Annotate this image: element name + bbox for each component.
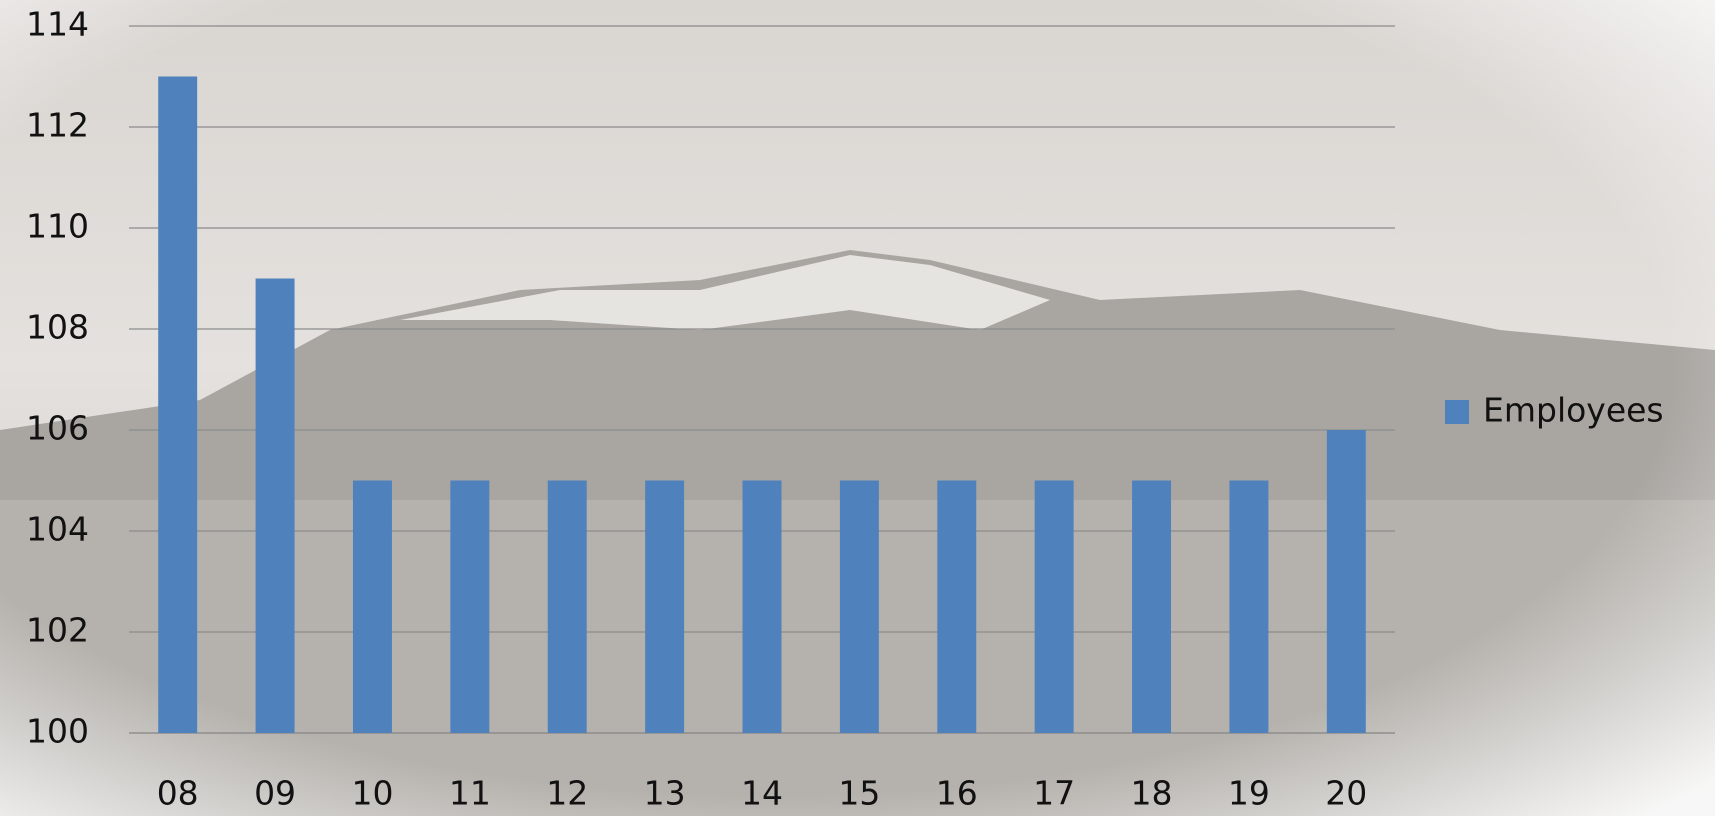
x-tick-label: 15 [838, 774, 880, 813]
y-tick-label: 112 [26, 106, 89, 145]
bar [352, 480, 392, 733]
bar [255, 278, 295, 733]
legend-label: Employees [1483, 391, 1664, 430]
x-tick-label: 16 [936, 774, 978, 813]
bar [742, 480, 782, 733]
bar [839, 480, 879, 733]
x-tick-label: 12 [546, 774, 588, 813]
x-tick-label: 17 [1033, 774, 1075, 813]
y-tick-label: 114 [26, 5, 89, 44]
y-tick-label: 102 [26, 611, 89, 650]
legend-swatch [1445, 400, 1469, 424]
x-tick-label: 08 [157, 774, 199, 813]
bar [547, 480, 587, 733]
x-tick-label: 14 [741, 774, 783, 813]
bar [1034, 480, 1074, 733]
x-tick-label: 09 [254, 774, 296, 813]
bar [1229, 480, 1269, 733]
y-tick-label: 110 [26, 207, 89, 246]
bar [158, 76, 198, 733]
bar [1132, 480, 1172, 733]
y-tick-label: 104 [26, 510, 89, 549]
y-tick-label: 108 [26, 308, 89, 347]
x-tick-label: 18 [1131, 774, 1173, 813]
x-tick-label: 20 [1325, 774, 1367, 813]
x-tick-label: 19 [1228, 774, 1270, 813]
y-tick-label: 106 [26, 409, 89, 448]
y-tick-label: 100 [26, 712, 89, 751]
x-tick-label: 10 [351, 774, 393, 813]
x-tick-label: 11 [449, 774, 491, 813]
bar [645, 480, 685, 733]
bar [1326, 430, 1366, 733]
x-tick-label: 13 [644, 774, 686, 813]
bar [937, 480, 977, 733]
bar [450, 480, 490, 733]
